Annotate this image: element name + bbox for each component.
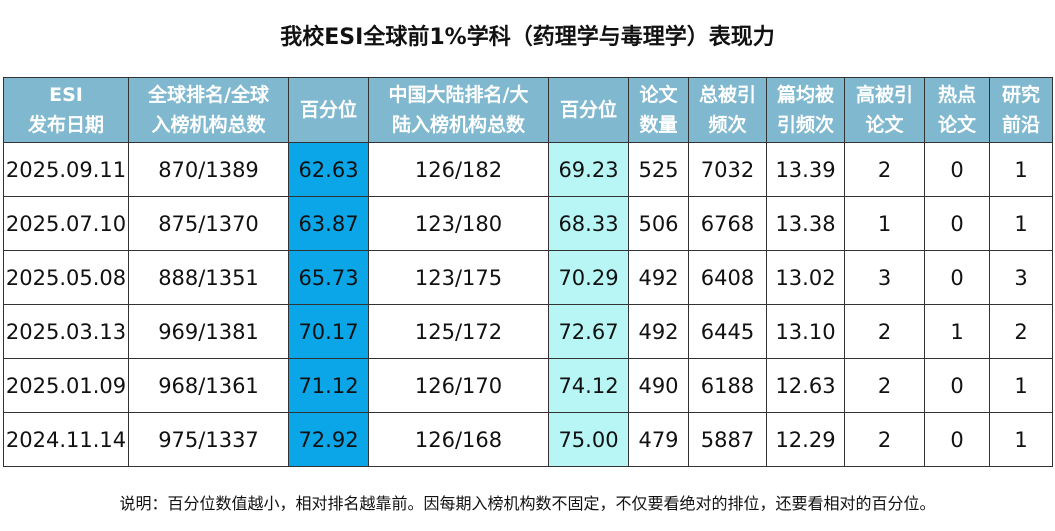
papers-cell: 490	[628, 358, 689, 413]
china-percentile-cell: 69.23	[548, 142, 629, 197]
table-row: 2025.09.11 870/1389 62.63 126/182 69.23 525 70…	[3, 142, 1053, 197]
date-cell: 2025.01.09	[3, 358, 129, 413]
highly-cited-cell: 2	[844, 358, 925, 413]
china-percentile-cell: 70.29	[548, 250, 629, 305]
china-rank-cell: 126/168	[368, 412, 549, 467]
research-fronts-cell: 2	[989, 304, 1053, 359]
header-row: ESI 发布日期 全球排名/全球 入榜机构总数 百分位 中国大陆排名/大 陆入榜机构总…	[3, 77, 1053, 143]
table-row: 2024.11.14 975/1337 72.92 126/168 75.00 479 58…	[3, 412, 1053, 467]
china-percentile-cell: 68.33	[548, 196, 629, 251]
header-citations: 总被引 频次	[688, 77, 767, 143]
china-rank-cell: 126/182	[368, 142, 549, 197]
research-fronts-cell: 1	[989, 358, 1053, 413]
table-row: 2025.07.10 875/1370 63.87 123/180 68.33 506 67…	[3, 196, 1053, 251]
avg-citations-cell: 13.39	[766, 142, 845, 197]
footnote: 说明：百分位数值越小，相对排名越靠前。因每期入榜机构数不固定，不仅要看绝对的排位…	[119, 494, 936, 513]
avg-citations-cell: 12.29	[766, 412, 845, 467]
highly-cited-cell: 1	[844, 196, 925, 251]
highly-cited-cell: 2	[844, 412, 925, 467]
global-percentile-cell: 71.12	[288, 358, 369, 413]
global-rank-cell: 968/1361	[128, 358, 289, 413]
citations-cell: 6768	[688, 196, 767, 251]
header-global-rank: 全球排名/全球 入榜机构总数	[128, 77, 289, 143]
china-percentile-cell: 75.00	[548, 412, 629, 467]
papers-cell: 492	[628, 250, 689, 305]
avg-citations-cell: 13.38	[766, 196, 845, 251]
date-cell: 2025.05.08	[3, 250, 129, 305]
papers-cell: 506	[628, 196, 689, 251]
citations-cell: 7032	[688, 142, 767, 197]
table-row: 2025.05.08 888/1351 65.73 123/175 70.29 492 64…	[3, 250, 1053, 305]
papers-cell: 492	[628, 304, 689, 359]
global-rank-cell: 969/1381	[128, 304, 289, 359]
hot-papers-cell: 0	[924, 142, 990, 197]
global-percentile-cell: 72.92	[288, 412, 369, 467]
header-date: ESI 发布日期	[3, 77, 129, 143]
highly-cited-cell: 3	[844, 250, 925, 305]
china-percentile-cell: 72.67	[548, 304, 629, 359]
citations-cell: 6445	[688, 304, 767, 359]
header-avg-citations: 篇均被 引频次	[766, 77, 845, 143]
citations-cell: 5887	[688, 412, 767, 467]
highly-cited-cell: 2	[844, 142, 925, 197]
global-percentile-cell: 63.87	[288, 196, 369, 251]
china-rank-cell: 126/170	[368, 358, 549, 413]
hot-papers-cell: 0	[924, 358, 990, 413]
global-percentile-cell: 70.17	[288, 304, 369, 359]
date-cell: 2025.09.11	[3, 142, 129, 197]
date-cell: 2025.03.13	[3, 304, 129, 359]
hot-papers-cell: 0	[924, 412, 990, 467]
header-global-percentile: 百分位	[288, 77, 369, 143]
global-rank-cell: 875/1370	[128, 196, 289, 251]
global-rank-cell: 870/1389	[128, 142, 289, 197]
header-china-percentile: 百分位	[548, 77, 629, 143]
hot-papers-cell: 1	[924, 304, 990, 359]
research-fronts-cell: 1	[989, 196, 1053, 251]
global-rank-cell: 975/1337	[128, 412, 289, 467]
research-fronts-cell: 1	[989, 142, 1053, 197]
avg-citations-cell: 13.10	[766, 304, 845, 359]
avg-citations-cell: 13.02	[766, 250, 845, 305]
research-fronts-cell: 3	[989, 250, 1053, 305]
header-china-rank: 中国大陆排名/大 陆入榜机构总数	[368, 77, 549, 143]
papers-cell: 479	[628, 412, 689, 467]
header-highly-cited: 高被引 论文	[844, 77, 925, 143]
citations-cell: 6188	[688, 358, 767, 413]
china-rank-cell: 123/175	[368, 250, 549, 305]
header-papers: 论文 数量	[628, 77, 689, 143]
research-fronts-cell: 1	[989, 412, 1053, 467]
date-cell: 2025.07.10	[3, 196, 129, 251]
header-research-fronts: 研究 前沿	[989, 77, 1053, 143]
global-percentile-cell: 62.63	[288, 142, 369, 197]
highly-cited-cell: 2	[844, 304, 925, 359]
papers-cell: 525	[628, 142, 689, 197]
citations-cell: 6408	[688, 250, 767, 305]
global-rank-cell: 888/1351	[128, 250, 289, 305]
china-rank-cell: 123/180	[368, 196, 549, 251]
hot-papers-cell: 0	[924, 250, 990, 305]
table-row: 2025.01.09 968/1361 71.12 126/170 74.12 490 61…	[3, 358, 1053, 413]
table-row: 2025.03.13 969/1381 70.17 125/172 72.67 492 64…	[3, 304, 1053, 359]
hot-papers-cell: 0	[924, 196, 990, 251]
date-cell: 2024.11.14	[3, 412, 129, 467]
page-title: 我校ESI全球前1%学科（药理学与毒理学）表现力	[280, 25, 775, 50]
china-rank-cell: 125/172	[368, 304, 549, 359]
esi-table: ESI 发布日期 全球排名/全球 入榜机构总数 百分位 中国大陆排名/大 陆入榜机构总…	[3, 77, 1053, 467]
avg-citations-cell: 12.63	[766, 358, 845, 413]
header-hot-papers: 热点 论文	[924, 77, 990, 143]
china-percentile-cell: 74.12	[548, 358, 629, 413]
global-percentile-cell: 65.73	[288, 250, 369, 305]
